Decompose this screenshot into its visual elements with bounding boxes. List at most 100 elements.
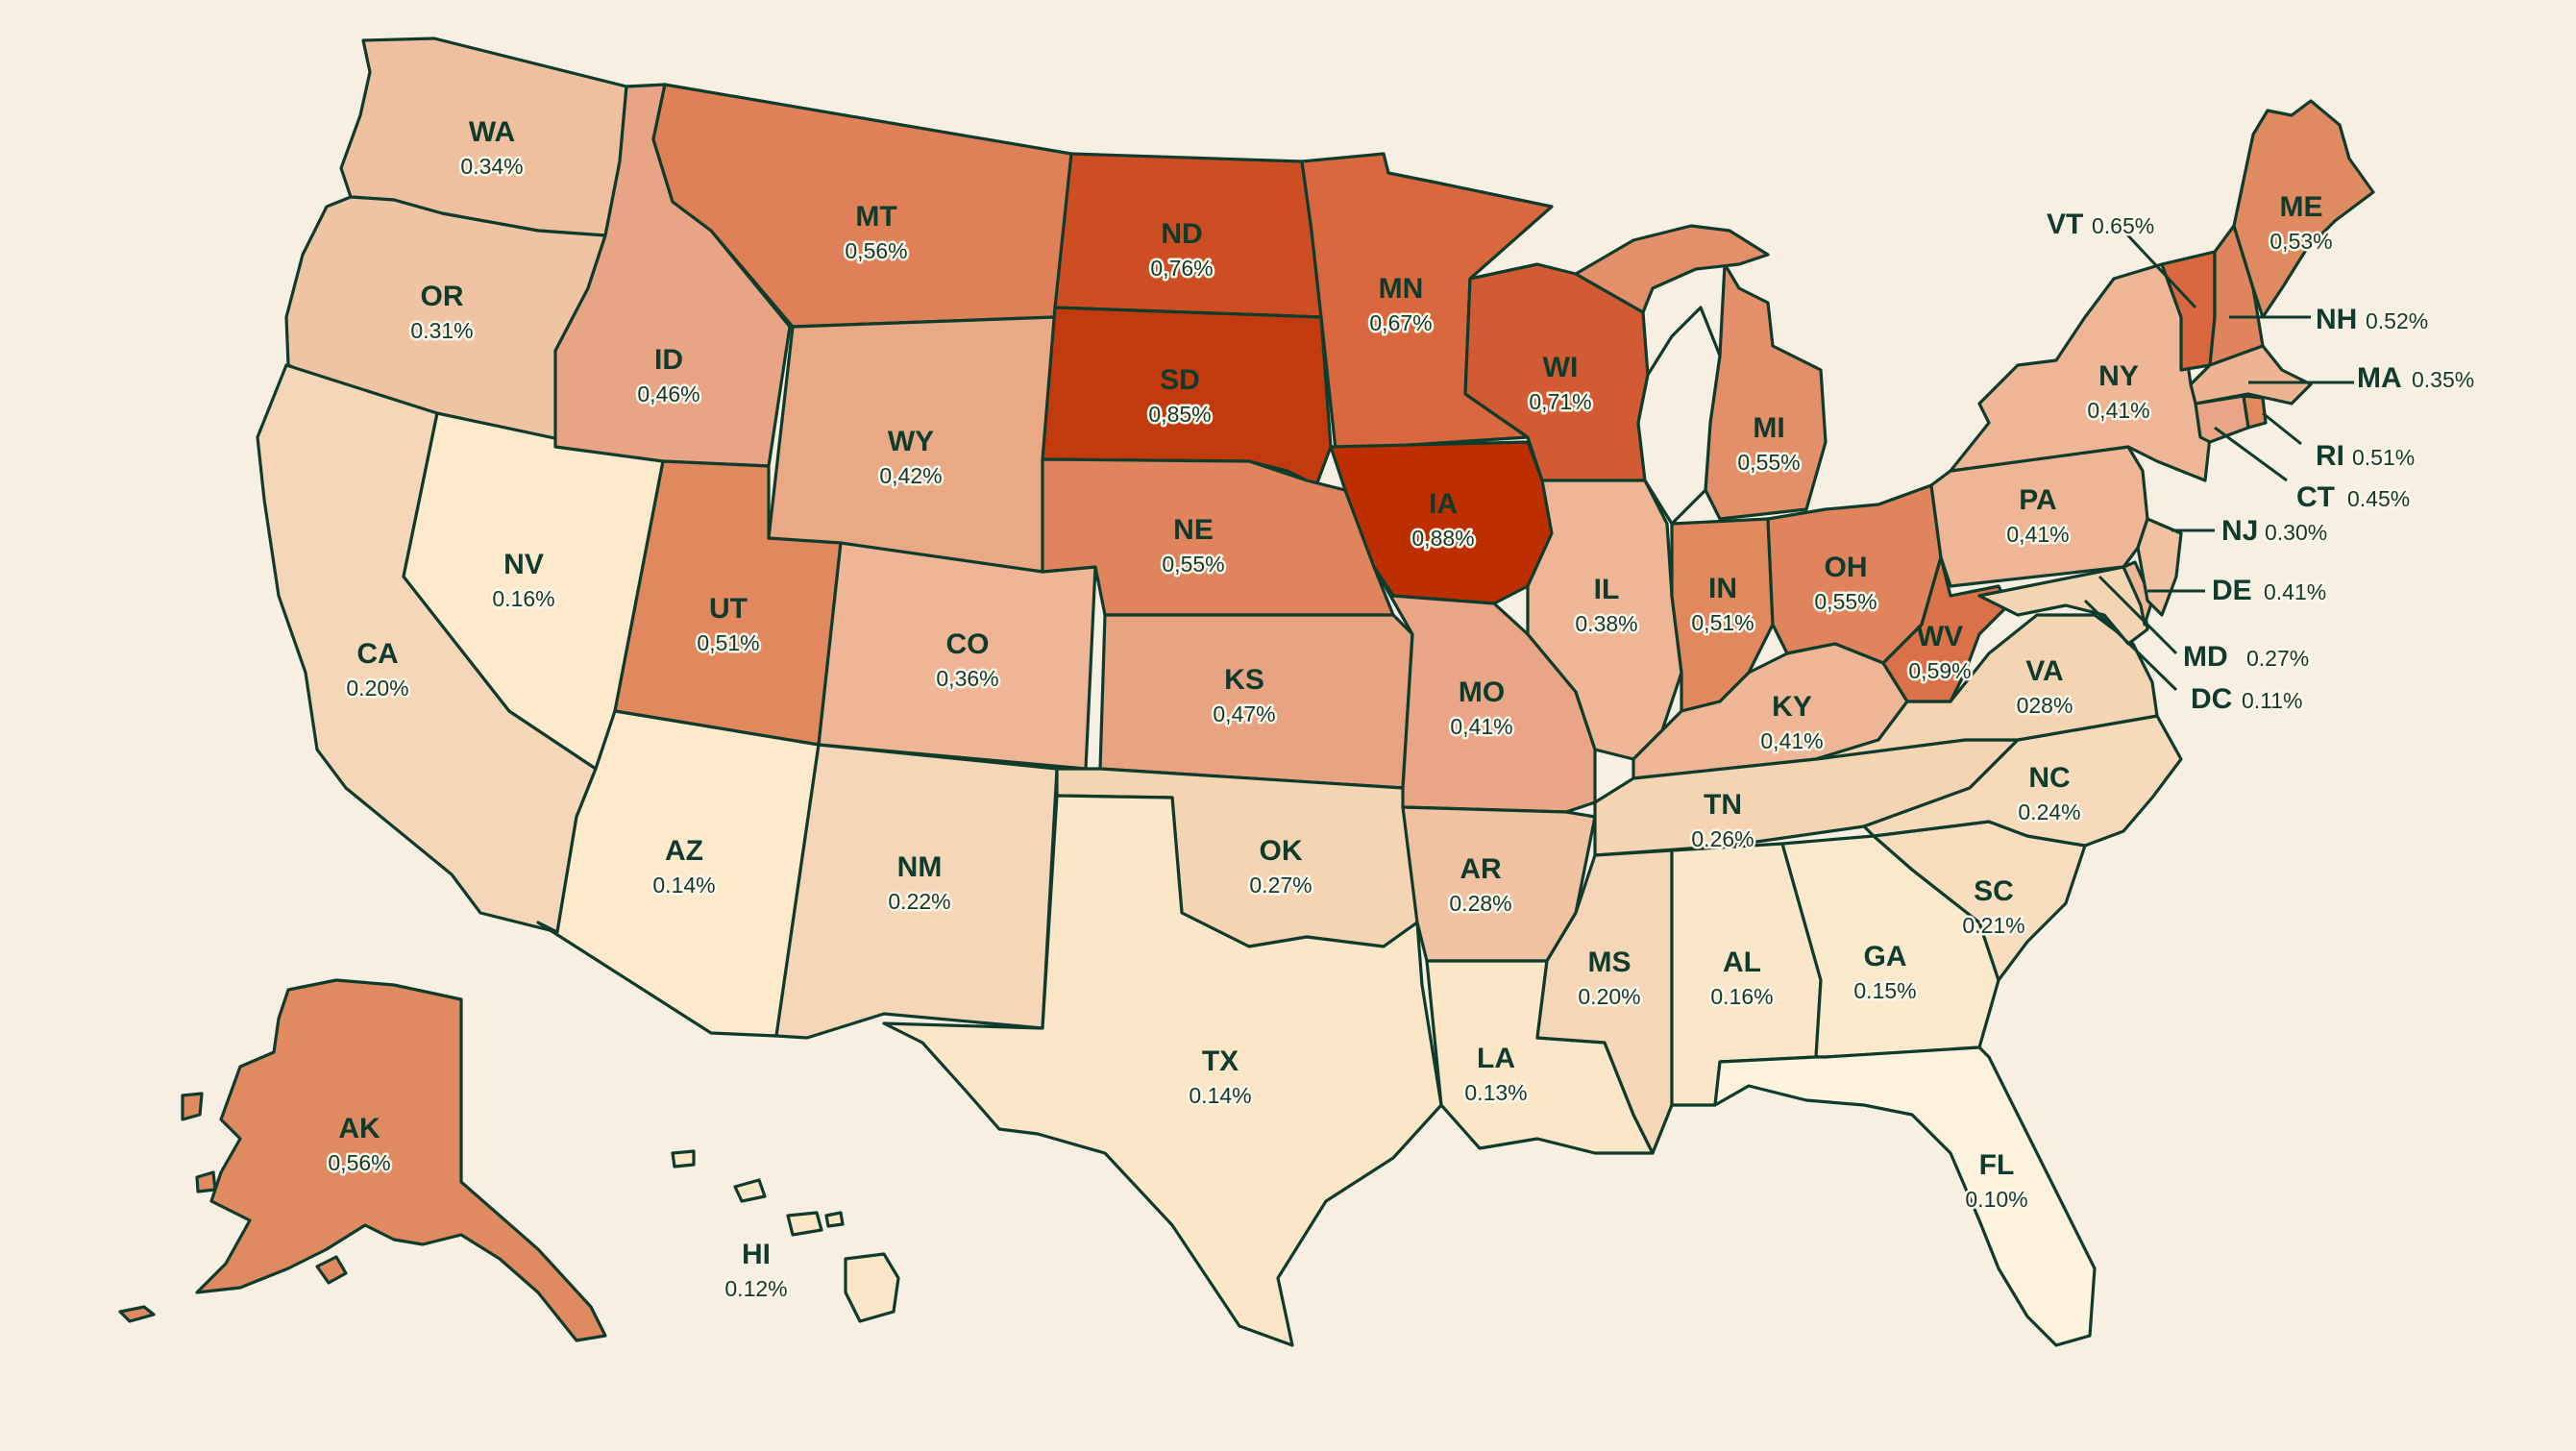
label-mi-value: 0,55% — [1737, 450, 1800, 475]
label-wy-value: 0,42% — [879, 463, 942, 488]
label-mn-value: 0,67% — [1369, 310, 1432, 335]
label-va-value: 028% — [2017, 693, 2073, 718]
label-sc-abbr: SC — [1974, 875, 2014, 907]
island-hi-2 — [786, 1211, 823, 1237]
callout-vt-value: 0.65% — [2092, 213, 2154, 238]
label-nv-abbr: NV — [503, 549, 544, 580]
label-pa-value: 0,41% — [2006, 522, 2069, 547]
label-tn-value: 0.26% — [1691, 826, 1754, 851]
callout-md-value: 0.27% — [2246, 646, 2309, 671]
label-ky-abbr: KY — [1772, 691, 1812, 723]
label-tx-value: 0.14% — [1189, 1083, 1251, 1108]
label-ok-abbr: OK — [1260, 835, 1303, 867]
label-nm-value: 0.22% — [888, 889, 950, 914]
label-tx-abbr: TX — [1202, 1045, 1239, 1077]
label-ar-value: 0.28% — [1449, 891, 1511, 916]
label-co-abbr: CO — [946, 628, 990, 660]
state-co[interactable] — [817, 541, 1097, 771]
label-mt-value: 0,56% — [845, 238, 907, 263]
label-ny-value: 0,41% — [2087, 398, 2149, 423]
island-hi-1 — [844, 1252, 900, 1323]
label-ok-value: 0.27% — [1249, 873, 1312, 898]
label-hi-abbr: HI — [742, 1239, 771, 1270]
callout-ma-abbr: MA — [2357, 362, 2402, 394]
callout-nj-value: 0.30% — [2265, 520, 2327, 545]
label-wa-abbr: WA — [469, 116, 515, 148]
callout-ct-value: 0.45% — [2347, 486, 2410, 511]
callout-ri-abbr: RI — [2316, 440, 2344, 472]
label-tn-abbr: TN — [1704, 789, 1742, 821]
callout-ct-abbr: CT — [2296, 481, 2335, 513]
label-ia-value: 0,88% — [1411, 526, 1474, 551]
state-mo[interactable] — [1372, 565, 1597, 814]
callout-de-abbr: DE — [2212, 575, 2252, 606]
callout-nh-abbr: NH — [2316, 304, 2357, 335]
label-mi-abbr: MI — [1753, 412, 1784, 444]
label-wi-value: 0,71% — [1529, 389, 1591, 414]
label-ny-abbr: NY — [2098, 360, 2139, 392]
label-or-abbr: OR — [421, 281, 464, 312]
label-in-value: 0,51% — [1691, 610, 1754, 635]
label-me-value: 0,53% — [2269, 229, 2332, 254]
state-ak[interactable] — [195, 978, 607, 1342]
island-hi-5 — [824, 1211, 845, 1228]
island-ak-kodiak — [315, 1255, 348, 1285]
label-ca-abbr: CA — [356, 638, 398, 670]
label-ga-value: 0.15% — [1853, 978, 1916, 1003]
label-la-value: 0.13% — [1464, 1080, 1527, 1105]
label-il-value: 0.38% — [1575, 611, 1637, 636]
callout-ri-value: 0.51% — [2352, 445, 2415, 470]
label-az-abbr: AZ — [665, 835, 703, 867]
callout-dc-value: 0.11% — [2242, 688, 2303, 713]
callout-dc-abbr: DC — [2191, 683, 2232, 715]
state-ct[interactable] — [2194, 394, 2250, 444]
label-ne-abbr: NE — [1173, 514, 1214, 546]
label-ky-value: 0,41% — [1760, 728, 1823, 753]
label-pa-abbr: PA — [2019, 484, 2056, 516]
label-nc-abbr: NC — [2028, 762, 2070, 794]
label-ak-abbr: AK — [338, 1113, 380, 1144]
state-ne[interactable] — [1041, 457, 1395, 617]
island-hi-3 — [733, 1178, 767, 1203]
state-de[interactable] — [2122, 560, 2154, 627]
label-mt-abbr: MT — [855, 201, 896, 233]
label-wv-value: 0,59% — [1908, 658, 1971, 683]
label-wv-abbr: WV — [1917, 621, 1963, 652]
state-ms[interactable] — [1535, 848, 1674, 1155]
label-il-abbr: IL — [1594, 574, 1620, 605]
callout-nh-value: 0.52% — [2366, 308, 2428, 333]
label-or-value: 0.31% — [410, 318, 473, 343]
label-al-abbr: AL — [1723, 947, 1761, 978]
label-id-value: 0,46% — [637, 381, 699, 406]
state-mi-up[interactable] — [1574, 224, 1770, 314]
label-fl-value: 0.10% — [1965, 1187, 2027, 1212]
label-ne-value: 0,55% — [1162, 552, 1224, 577]
lake-michigan — [1636, 306, 1722, 526]
label-va-abbr: VA — [2025, 655, 2063, 687]
callout-de-value: 0.41% — [2264, 579, 2326, 604]
label-az-value: 0.14% — [652, 873, 715, 898]
label-al-value: 0.16% — [1710, 984, 1773, 1009]
label-sd-value: 0,85% — [1148, 402, 1211, 427]
callout-vt-abbr: VT — [2047, 209, 2083, 240]
state-ri[interactable] — [2242, 394, 2268, 430]
callout-leader-lines — [2083, 229, 2354, 692]
label-mo-abbr: MO — [1459, 676, 1505, 708]
state-fl[interactable] — [1713, 1045, 2097, 1347]
label-ak-value: 0,56% — [328, 1150, 390, 1175]
label-oh-value: 0,55% — [1814, 589, 1877, 614]
island-ak-1 — [181, 1092, 204, 1121]
label-la-abbr: LA — [1477, 1043, 1515, 1074]
label-ut-abbr: UT — [709, 593, 748, 625]
callout-ma-value: 0.35% — [2412, 367, 2474, 392]
label-ks-value: 0,47% — [1213, 701, 1275, 726]
callout-nj-abbr: NJ — [2221, 515, 2258, 547]
island-ak-aleutian — [118, 1305, 156, 1323]
state-tx[interactable] — [882, 794, 1443, 1347]
label-ga-abbr: GA — [1864, 941, 1907, 972]
island-hi-4 — [671, 1149, 696, 1168]
label-ut-value: 0,51% — [697, 630, 759, 655]
state-me[interactable] — [2232, 99, 2375, 319]
label-ms-abbr: MS — [1588, 947, 1631, 978]
